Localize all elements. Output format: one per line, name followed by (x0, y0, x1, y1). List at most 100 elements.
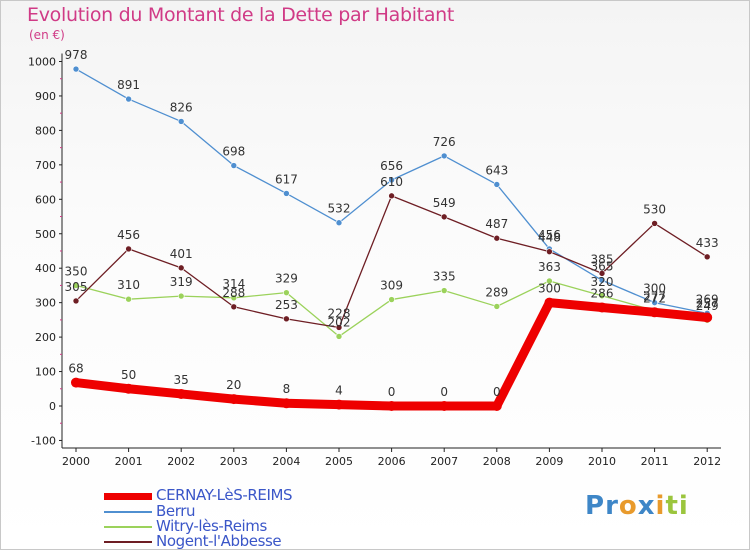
series-2-label-7: 549 (433, 196, 456, 210)
series-3-label-0: 68 (68, 362, 83, 376)
logo-letter-1: r (605, 491, 619, 521)
y-tick-label-7: 600 (35, 193, 56, 206)
y-tick-label-2: 100 (35, 366, 56, 379)
series-0-point-11 (651, 299, 658, 306)
series-1-label-7: 335 (433, 270, 456, 284)
legend-swatch-cernay (104, 493, 152, 500)
series-1-label-0: 350 (65, 264, 88, 278)
series-2-label-12: 433 (696, 236, 719, 250)
series-2-label-10: 385 (591, 252, 614, 266)
series-3-label-4: 8 (283, 382, 291, 396)
series-2-label-11: 530 (643, 202, 666, 216)
series-1-label-1: 310 (117, 278, 140, 292)
x-tick-label-1: 2001 (115, 455, 143, 468)
series-0-point-3 (230, 162, 238, 169)
series-1-point-1 (125, 295, 132, 303)
series-1-label-9: 363 (538, 260, 561, 274)
y-tick-label-0: -100 (31, 434, 56, 447)
series-3-point-9 (544, 297, 555, 308)
y-tick-label-4: 300 (35, 297, 56, 310)
legend-label-berru: Berru (156, 502, 196, 520)
series-0-point-10 (598, 276, 606, 284)
series-0-point-6 (388, 176, 395, 184)
x-tick-label-2: 2002 (167, 455, 195, 468)
x-tick-label-0: 2000 (62, 455, 90, 468)
logo-letter-3: x (637, 491, 656, 521)
series-3-point-8 (491, 401, 502, 411)
series-2-point-1 (125, 245, 132, 253)
series-0-point-8 (493, 181, 501, 188)
y-tick-label-3: 200 (35, 331, 56, 344)
series-3-point-5 (334, 399, 344, 410)
x-tick-label-6: 2006 (378, 455, 406, 468)
series-3-point-12 (702, 312, 713, 323)
series-1-label-5: 202 (328, 315, 351, 329)
series-1-point-4 (283, 289, 290, 296)
series-2-label-9: 448 (538, 231, 561, 245)
series-0-point-0 (72, 65, 80, 73)
logo-letter-4: i (655, 491, 666, 521)
series-3-label-10: 286 (591, 286, 614, 300)
series-3-point-11 (649, 307, 660, 318)
series-1-point-2 (177, 292, 185, 300)
series-0-label-12: 269 (696, 292, 719, 306)
y-tick-label-11: 1000 (28, 56, 56, 69)
series-3-point-3 (228, 394, 239, 405)
chart-title: Evolution du Montant de la Dette par Hab… (27, 4, 455, 26)
series-3-label-5: 4 (335, 384, 343, 398)
y-tick-label-5: 400 (35, 262, 56, 275)
series-3-point-2 (176, 388, 187, 399)
x-tick-label-4: 2004 (272, 455, 300, 468)
proxiti-logo: Proxiti (585, 491, 689, 521)
legend-swatch-nogent (104, 541, 152, 543)
x-tick-label-5: 2005 (325, 455, 353, 468)
series-2-point-5 (335, 324, 343, 331)
series-1-label-2: 319 (170, 275, 193, 289)
series-2-label-4: 253 (275, 298, 298, 312)
series-3-point-10 (597, 302, 607, 313)
logo-letter-5: t (665, 491, 679, 521)
series-2-label-3: 288 (222, 286, 245, 300)
series-3-label-9: 300 (538, 282, 561, 296)
series-3-point-7 (439, 401, 450, 411)
series-3-label-7: 0 (440, 385, 448, 399)
x-tick-label-3: 2003 (220, 455, 248, 468)
series-2-point-4 (283, 315, 290, 323)
series-2-point-8 (493, 234, 501, 242)
series-0-label-0: 978 (65, 48, 88, 62)
series-2-point-2 (177, 264, 185, 272)
series-2-label-6: 610 (380, 175, 403, 189)
series-0-point-1 (125, 95, 132, 103)
series-1-label-8: 289 (485, 285, 508, 299)
series-1-point-8 (493, 303, 501, 310)
series-1-point-9 (546, 277, 553, 285)
series-2-label-2: 401 (170, 247, 193, 261)
x-tick-label-7: 2007 (430, 455, 458, 468)
series-0-label-10: 365 (591, 259, 614, 273)
legend-label-witry: Witry-lès-Reims (156, 517, 267, 535)
series-0-label-11: 300 (643, 282, 666, 296)
series-2-label-5: 228 (328, 306, 351, 320)
series-2-point-0 (72, 297, 80, 305)
series-1-label-3: 314 (222, 277, 245, 291)
series-2-point-12 (703, 253, 711, 261)
series-1-point-7 (440, 287, 448, 294)
series-0-label-2: 826 (170, 100, 193, 114)
series-1-label-4: 329 (275, 272, 298, 286)
series-0-label-4: 617 (275, 172, 298, 186)
series-2-point-3 (230, 303, 238, 311)
series-2-label-0: 305 (65, 280, 88, 294)
x-tick-label-9: 2009 (535, 455, 563, 468)
series-0-point-4 (283, 190, 290, 197)
series-2-label-8: 487 (485, 217, 508, 231)
series-1-label-6: 309 (380, 279, 403, 293)
series-3-point-6 (386, 401, 397, 411)
series-3-point-1 (123, 383, 134, 394)
logo-letter-2: o (618, 491, 638, 521)
series-3-label-3: 20 (226, 378, 241, 392)
series-2-point-11 (651, 220, 658, 227)
series-3-label-11: 272 (643, 291, 666, 305)
series-3-label-12: 257 (696, 296, 719, 310)
series-2-point-6 (388, 192, 395, 200)
